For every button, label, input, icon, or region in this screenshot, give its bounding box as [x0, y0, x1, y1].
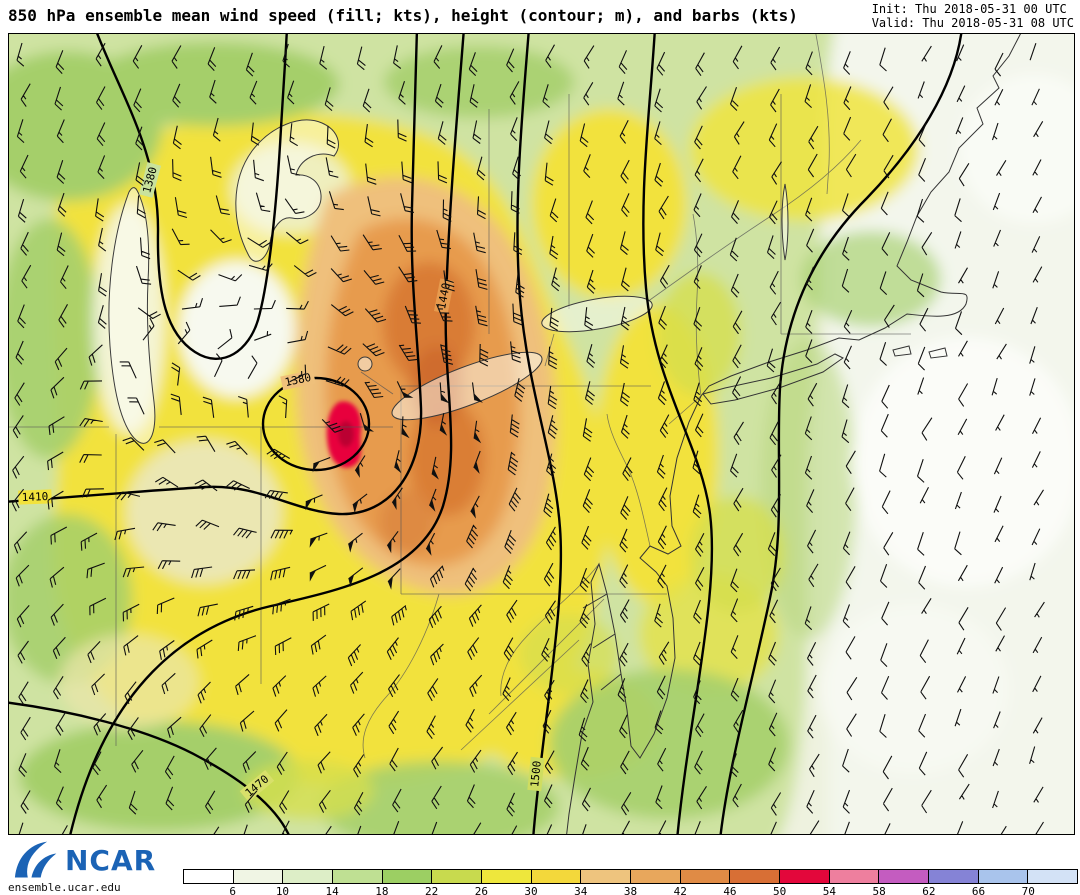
wind-max-red-core — [326, 401, 362, 468]
run-times: Init: Thu 2018-05-31 00 UTC Valid: Thu 2… — [872, 2, 1074, 30]
lake-huron — [235, 119, 339, 262]
colorbar-segment — [581, 870, 632, 883]
colorbar-segment — [233, 870, 284, 883]
ncar-logo-text: NCAR — [65, 843, 157, 877]
colorbar-segment — [333, 870, 383, 883]
colorbar-tick: 22 — [424, 885, 439, 895]
weather-map: 1380 1380 1410 1440 1470 1500 — [8, 33, 1075, 835]
init-time: Init: Thu 2018-05-31 00 UTC — [871, 2, 1067, 16]
colorbar-tick: 62 — [922, 885, 936, 895]
colorbar-segment — [631, 870, 681, 883]
colorbar-segment — [929, 870, 979, 883]
svg-text:1500: 1500 — [528, 760, 544, 788]
lake-erie — [391, 351, 543, 421]
wind-barbs-layer — [11, 42, 1045, 834]
colorbar-segment — [432, 870, 483, 883]
plot-header: 850 hPa ensemble mean wind speed (fill; … — [0, 0, 1080, 32]
contour-east-2 — [719, 34, 963, 834]
colorbar-segment — [531, 870, 582, 883]
colorbar-segment — [680, 870, 731, 883]
colorbar-tick: 50 — [773, 885, 787, 895]
svg-text:1410: 1410 — [22, 490, 49, 504]
colorbar-tick: 58 — [872, 885, 886, 895]
colorbar-legend: 6 10 14 18 22 26 30 34 38 42 46 50 54 58 62 66 70 — [183, 869, 1078, 895]
colorbar-tick: 38 — [623, 885, 638, 895]
colorbar-tick-labels: 6 10 14 18 22 26 30 34 38 42 46 50 54 58 62 66 70 — [183, 884, 1078, 895]
contour-1500 — [516, 34, 563, 834]
colorbar-tick: 46 — [723, 885, 737, 895]
lake-champlain — [781, 183, 789, 261]
geography-layer — [9, 34, 1021, 834]
colorbar-tick: 42 — [673, 885, 687, 895]
wind-speed-fill-layer — [9, 34, 1074, 834]
colorbar-segment — [382, 870, 433, 883]
contour-east-1 — [642, 34, 714, 834]
colorbar-tick: 66 — [971, 885, 986, 895]
colorbar-tick: 14 — [325, 885, 339, 895]
colorbar-tick: 70 — [1021, 885, 1035, 895]
colorbar-segment — [879, 870, 930, 883]
colorbar-segments — [183, 869, 1078, 884]
contour-1410 — [9, 34, 423, 516]
colorbar-tick: 54 — [822, 885, 836, 895]
colorbar-segment — [780, 870, 830, 883]
coastline — [566, 34, 1021, 834]
colorbar-segment — [283, 870, 334, 883]
colorbar-tick: 6 — [229, 885, 237, 895]
colorbar-segment — [978, 870, 1029, 883]
colorbar-segment — [184, 870, 234, 883]
lake-ontario — [541, 295, 653, 333]
contour-1440 — [69, 34, 465, 834]
colorbar-tick: 26 — [474, 885, 488, 895]
ncar-brand: NCAR — [14, 839, 156, 881]
contour-1470 — [9, 701, 290, 834]
colorbar-segment — [1028, 870, 1078, 883]
colorbar-segment — [730, 870, 781, 883]
page-title: 850 hPa ensemble mean wind speed (fill; … — [8, 6, 798, 25]
lake-st-clair — [357, 356, 373, 372]
great-lakes — [108, 119, 789, 444]
plot-footer: NCAR ensemble.ucar.edu 6 10 14 18 22 26 30 34 38… — [0, 835, 1080, 895]
colorbar-tick: 18 — [375, 885, 389, 895]
colorbar-tick: 34 — [574, 885, 588, 895]
colorbar-tick: 30 — [524, 885, 538, 895]
ncar-logo-icon — [14, 841, 57, 878]
contour-1380-closed-low — [261, 376, 371, 472]
colorbar-tick: 10 — [275, 885, 290, 895]
colorbar-segment — [482, 870, 532, 883]
long-island — [702, 353, 844, 405]
valid-time: Valid: Thu 2018-05-31 08 UTC — [871, 16, 1074, 30]
site-url: ensemble.ucar.edu — [8, 881, 121, 894]
svg-text:1380: 1380 — [284, 371, 313, 389]
colorbar-segment — [829, 870, 880, 883]
